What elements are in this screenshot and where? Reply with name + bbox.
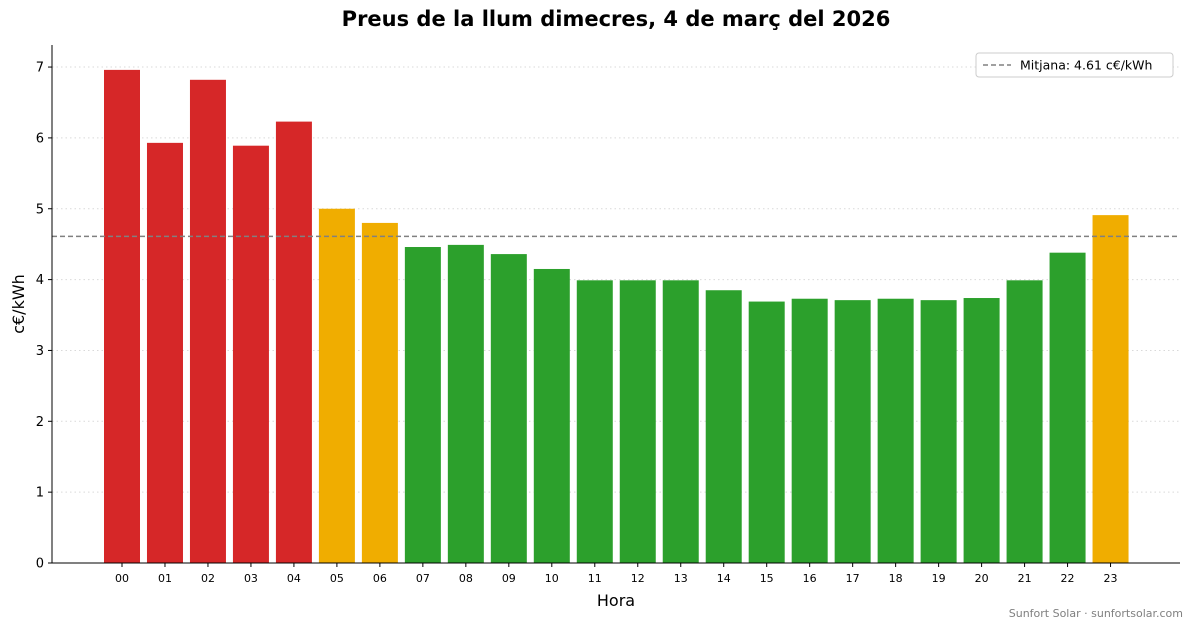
x-ticks: 00 01 02 03 04 05 06 07 08 09 10 11 12 13 14 15 16 17 18 19…	[115, 563, 1118, 585]
bar-hour-21	[1006, 280, 1043, 563]
bar-hour-20	[963, 298, 1000, 563]
y-axis-label: c€/kWh	[9, 274, 28, 334]
y-tick-label: 6	[36, 131, 44, 146]
y-tick-label: 4	[36, 273, 44, 288]
bar-hour-23	[1092, 215, 1129, 563]
x-tick-label: 17	[846, 572, 860, 585]
x-tick-label: 08	[459, 572, 473, 585]
bar-hour-11	[576, 280, 613, 563]
x-tick-label: 20	[975, 572, 989, 585]
y-tick-label: 2	[36, 415, 44, 430]
legend-mean-label: Mitjana: 4.61 c€/kWh	[1020, 58, 1152, 73]
x-tick-label: 23	[1104, 572, 1118, 585]
y-ticks: 0 1 2 3 4 5 6 7	[36, 61, 52, 572]
x-tick-label: 16	[803, 572, 817, 585]
x-tick-label: 15	[760, 572, 774, 585]
x-tick-label: 11	[588, 572, 602, 585]
bar-hour-14	[705, 290, 742, 563]
bar-hour-16	[791, 298, 828, 563]
legend-box	[975, 52, 1174, 78]
x-tick-label: 01	[158, 572, 172, 585]
chart-title: Preus de la llum dimecres, 4 de març del…	[342, 7, 891, 31]
bar-hour-22	[1049, 252, 1086, 563]
y-tick-label: 3	[36, 344, 44, 359]
x-tick-label: 19	[932, 572, 946, 585]
bar-hour-12	[619, 280, 656, 563]
x-tick-label: 04	[287, 572, 301, 585]
legend: Mitjana: 4.61 c€/kWh	[975, 52, 1174, 78]
x-tick-label: 18	[889, 572, 903, 585]
bar-hour-05	[318, 208, 355, 563]
bar-hour-01	[146, 142, 183, 563]
footer-credit: Sunfort Solar · sunfortsolar.com	[1009, 607, 1183, 620]
bar-hour-13	[662, 280, 699, 563]
bar-hour-09	[490, 254, 527, 563]
bar-hour-02	[189, 79, 226, 563]
x-tick-label: 00	[115, 572, 129, 585]
x-tick-label: 06	[373, 572, 387, 585]
y-tick-label: 0	[36, 557, 44, 572]
bar-hour-04	[275, 121, 312, 564]
x-tick-label: 07	[416, 572, 430, 585]
y-tick-label: 5	[36, 202, 44, 217]
x-tick-label: 14	[717, 572, 731, 585]
x-tick-label: 09	[502, 572, 516, 585]
y-tick-label: 7	[36, 61, 44, 76]
bar-hour-03	[232, 145, 269, 564]
bar-hour-08	[447, 244, 484, 564]
x-tick-label: 22	[1061, 572, 1075, 585]
bar-hour-19	[920, 300, 957, 563]
x-tick-label: 05	[330, 572, 344, 585]
bar-hour-06	[361, 222, 398, 564]
bar-hour-00	[104, 69, 140, 563]
x-tick-label: 03	[244, 572, 258, 585]
bar-hour-15	[748, 301, 785, 563]
x-tick-label: 21	[1018, 572, 1032, 585]
bar-hour-10	[533, 268, 570, 563]
bars	[104, 69, 1129, 564]
x-tick-label: 13	[674, 572, 688, 585]
x-tick-label: 12	[631, 572, 645, 585]
x-tick-label: 10	[545, 572, 559, 585]
x-axis-label: Hora	[597, 591, 635, 610]
bar-hour-07	[404, 247, 441, 563]
y-tick-label: 1	[36, 486, 44, 501]
bar-hour-18	[877, 298, 914, 563]
bar-hour-17	[834, 300, 871, 563]
x-tick-label: 02	[201, 572, 215, 585]
